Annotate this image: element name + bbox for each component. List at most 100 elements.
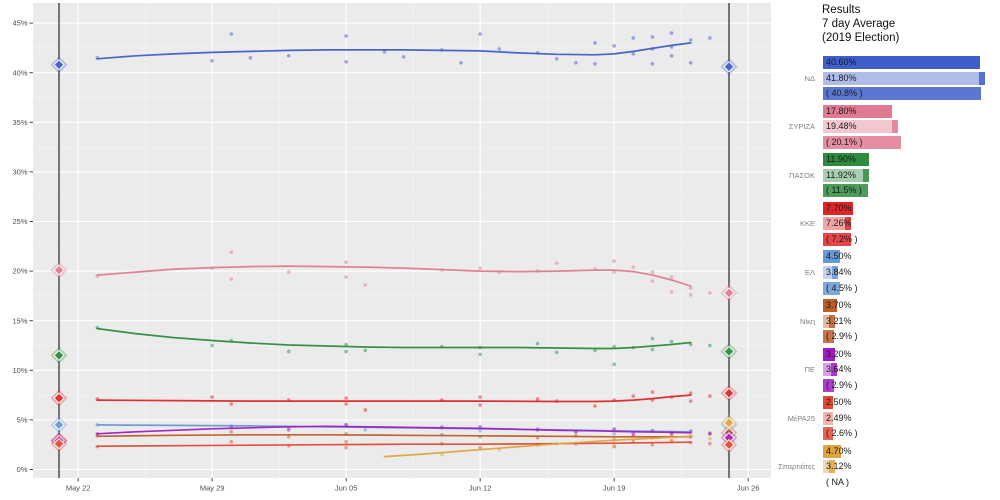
poll-point-nd <box>210 58 214 63</box>
poll-point-nd <box>708 36 712 40</box>
election-diamond-nd-jun <box>724 62 734 71</box>
poll-point-pe <box>286 428 291 432</box>
poll-point-nd <box>248 56 253 60</box>
trend-line-pasok <box>96 327 692 350</box>
poll-point-nd <box>497 47 502 51</box>
trend-line-pe <box>96 425 692 435</box>
party-label: ΚΚΕ <box>799 219 815 229</box>
poll-point-pasok <box>593 348 597 353</box>
legend-bar <box>823 56 981 69</box>
y-tick-label: 20% <box>12 267 27 276</box>
poll-point-el <box>612 431 616 436</box>
poll-point-niki <box>229 430 234 434</box>
poll-point-nd <box>650 61 655 66</box>
legend-group-ΠΕ: ΠΕ 3.20% 3.64% ( 2.9% ) <box>772 347 1000 394</box>
legend-group-ΝΔ: ΝΔ 40.60% 41.80% ( 40.8% ) <box>772 56 1000 102</box>
poll-point-nd <box>554 57 559 61</box>
poll-point-kke <box>650 390 655 394</box>
legend-value-label: 3.64% <box>826 364 852 375</box>
election-diamond-pe-jun <box>724 433 734 442</box>
legend-bar <box>823 460 836 474</box>
poll-point-nd <box>669 54 674 58</box>
legend-bar <box>823 378 835 392</box>
poll-point-syriza <box>363 283 368 287</box>
poll-point-pasok <box>344 349 348 354</box>
poll-point-pe <box>708 431 712 436</box>
poll-point-kke <box>478 403 482 407</box>
series-layer <box>95 31 712 458</box>
legend-title: Results 7 day Average (2019 Election) <box>822 3 899 45</box>
legend-group-Νίκη: Νίκη 3.70% 3.21% ( 2.9% ) <box>772 299 1000 345</box>
poll-point-mera25 <box>708 441 712 446</box>
party-label: ΝΔ <box>804 73 815 83</box>
poll-point-pasok <box>612 344 616 349</box>
poll-point-syriza <box>612 259 616 263</box>
poll-point-kke <box>344 402 348 406</box>
poll-point-nd <box>459 60 463 65</box>
legend-bar-cap <box>829 314 836 328</box>
legend-bar-cap <box>829 460 836 474</box>
poll-point-nd <box>669 31 674 35</box>
poll-point-kke <box>535 397 540 401</box>
party-label: ΕΛ <box>804 267 815 277</box>
legend-value-label: ( 7.2% ) <box>826 233 858 244</box>
legend-bar <box>823 184 868 198</box>
legend-bar <box>823 201 853 215</box>
legend-bar <box>823 299 838 312</box>
poll-point-nd <box>229 32 234 36</box>
poll-point-nd <box>286 54 291 58</box>
poll-point-kke <box>344 396 348 400</box>
legend-bar <box>823 363 838 377</box>
legend-bar-cap <box>831 363 838 377</box>
legend-value-label: 11.92% <box>826 169 856 180</box>
poll-point-nd <box>574 60 578 65</box>
poll-point-pasok <box>650 336 655 341</box>
legend-bar <box>823 265 838 279</box>
poll-point-nd <box>688 38 693 42</box>
poll-point-pasok <box>708 343 712 348</box>
poll-point-mera25 <box>650 442 655 447</box>
poll-point-pasok <box>286 349 291 354</box>
poll-point-syriza <box>478 266 482 270</box>
party-label: Νίκη <box>799 316 815 326</box>
poll-point-syriza <box>650 279 655 283</box>
poll-point-syriza <box>669 275 674 279</box>
poll-point-pe <box>631 431 636 436</box>
poll-point-syriza <box>229 277 234 281</box>
election-diamond-mera25-may <box>54 439 64 448</box>
legend-value-label: 3.84% <box>826 266 852 277</box>
legend-group-ΜέΡΑ25: ΜέΡΑ25 2.50% 2.49% ( 2.6% ) <box>772 396 1000 442</box>
legend-bar <box>823 411 833 425</box>
poll-point-syriza <box>554 261 559 265</box>
legend-bar <box>823 396 833 410</box>
x-tick-label: May 22 <box>66 484 91 493</box>
poll-point-el <box>363 428 368 432</box>
poll-point-syriza <box>229 250 234 255</box>
y-tick-label: 45% <box>12 19 27 28</box>
trend-line-kke <box>96 394 692 403</box>
legend-value-label: 7.26% <box>826 218 852 229</box>
legend-title-line3: (2019 Election) <box>822 32 900 44</box>
legend-bar <box>823 135 901 149</box>
election-diamond-kke-jun <box>724 388 734 398</box>
poll-point-kke <box>210 395 214 399</box>
legend-bar <box>823 281 841 295</box>
legend-value-label: 3.21% <box>826 315 852 326</box>
legend-bar <box>823 104 892 118</box>
poll-point-nd <box>631 36 636 40</box>
legend-value-label: 40.60% <box>826 57 857 67</box>
y-tick-label: 10% <box>12 366 27 375</box>
legend-value-label: 3.12% <box>826 461 852 472</box>
legend-bar <box>823 217 852 231</box>
legend-bar <box>823 153 870 167</box>
legend-value-label: ( 2.9% ) <box>826 331 858 342</box>
legend-value-label: 19.48% <box>826 121 857 132</box>
legend-bar-cap <box>831 265 838 279</box>
election-diamond-mera25-jun <box>724 440 734 449</box>
poll-point-pasok <box>210 343 214 348</box>
poll-point-nd <box>631 52 636 56</box>
legend-value-label: ( 11.5% ) <box>826 185 862 196</box>
poll-point-pasok <box>650 347 655 352</box>
legend-value-label: 4.70% <box>826 445 852 456</box>
legend-value-label: 17.80% <box>826 105 857 116</box>
